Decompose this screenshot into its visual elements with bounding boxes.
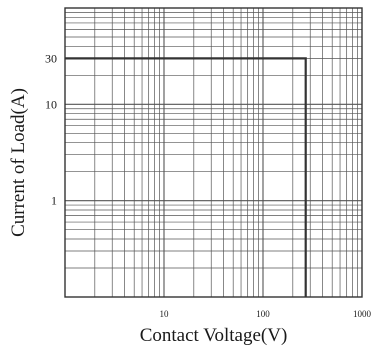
y-tick-label: 1 [51, 194, 57, 208]
y-tick-label: 10 [45, 97, 57, 111]
x-tick-labels: 10 100 1000 [160, 309, 372, 319]
series-group [65, 57, 307, 297]
y-axis-title: Current of Load(A) [8, 88, 29, 237]
series-line [65, 57, 307, 297]
y-tick-label: 30 [45, 51, 57, 65]
x-tick-label: 10 [160, 309, 170, 319]
x-axis-title: Contact Voltage(V) [140, 325, 288, 346]
x-tick-label: 1000 [353, 309, 372, 319]
y-tick-labels: 1 10 30 [45, 51, 57, 207]
x-tick-label: 100 [256, 309, 270, 319]
plot-frame [64, 7, 363, 298]
grid [65, 8, 362, 297]
